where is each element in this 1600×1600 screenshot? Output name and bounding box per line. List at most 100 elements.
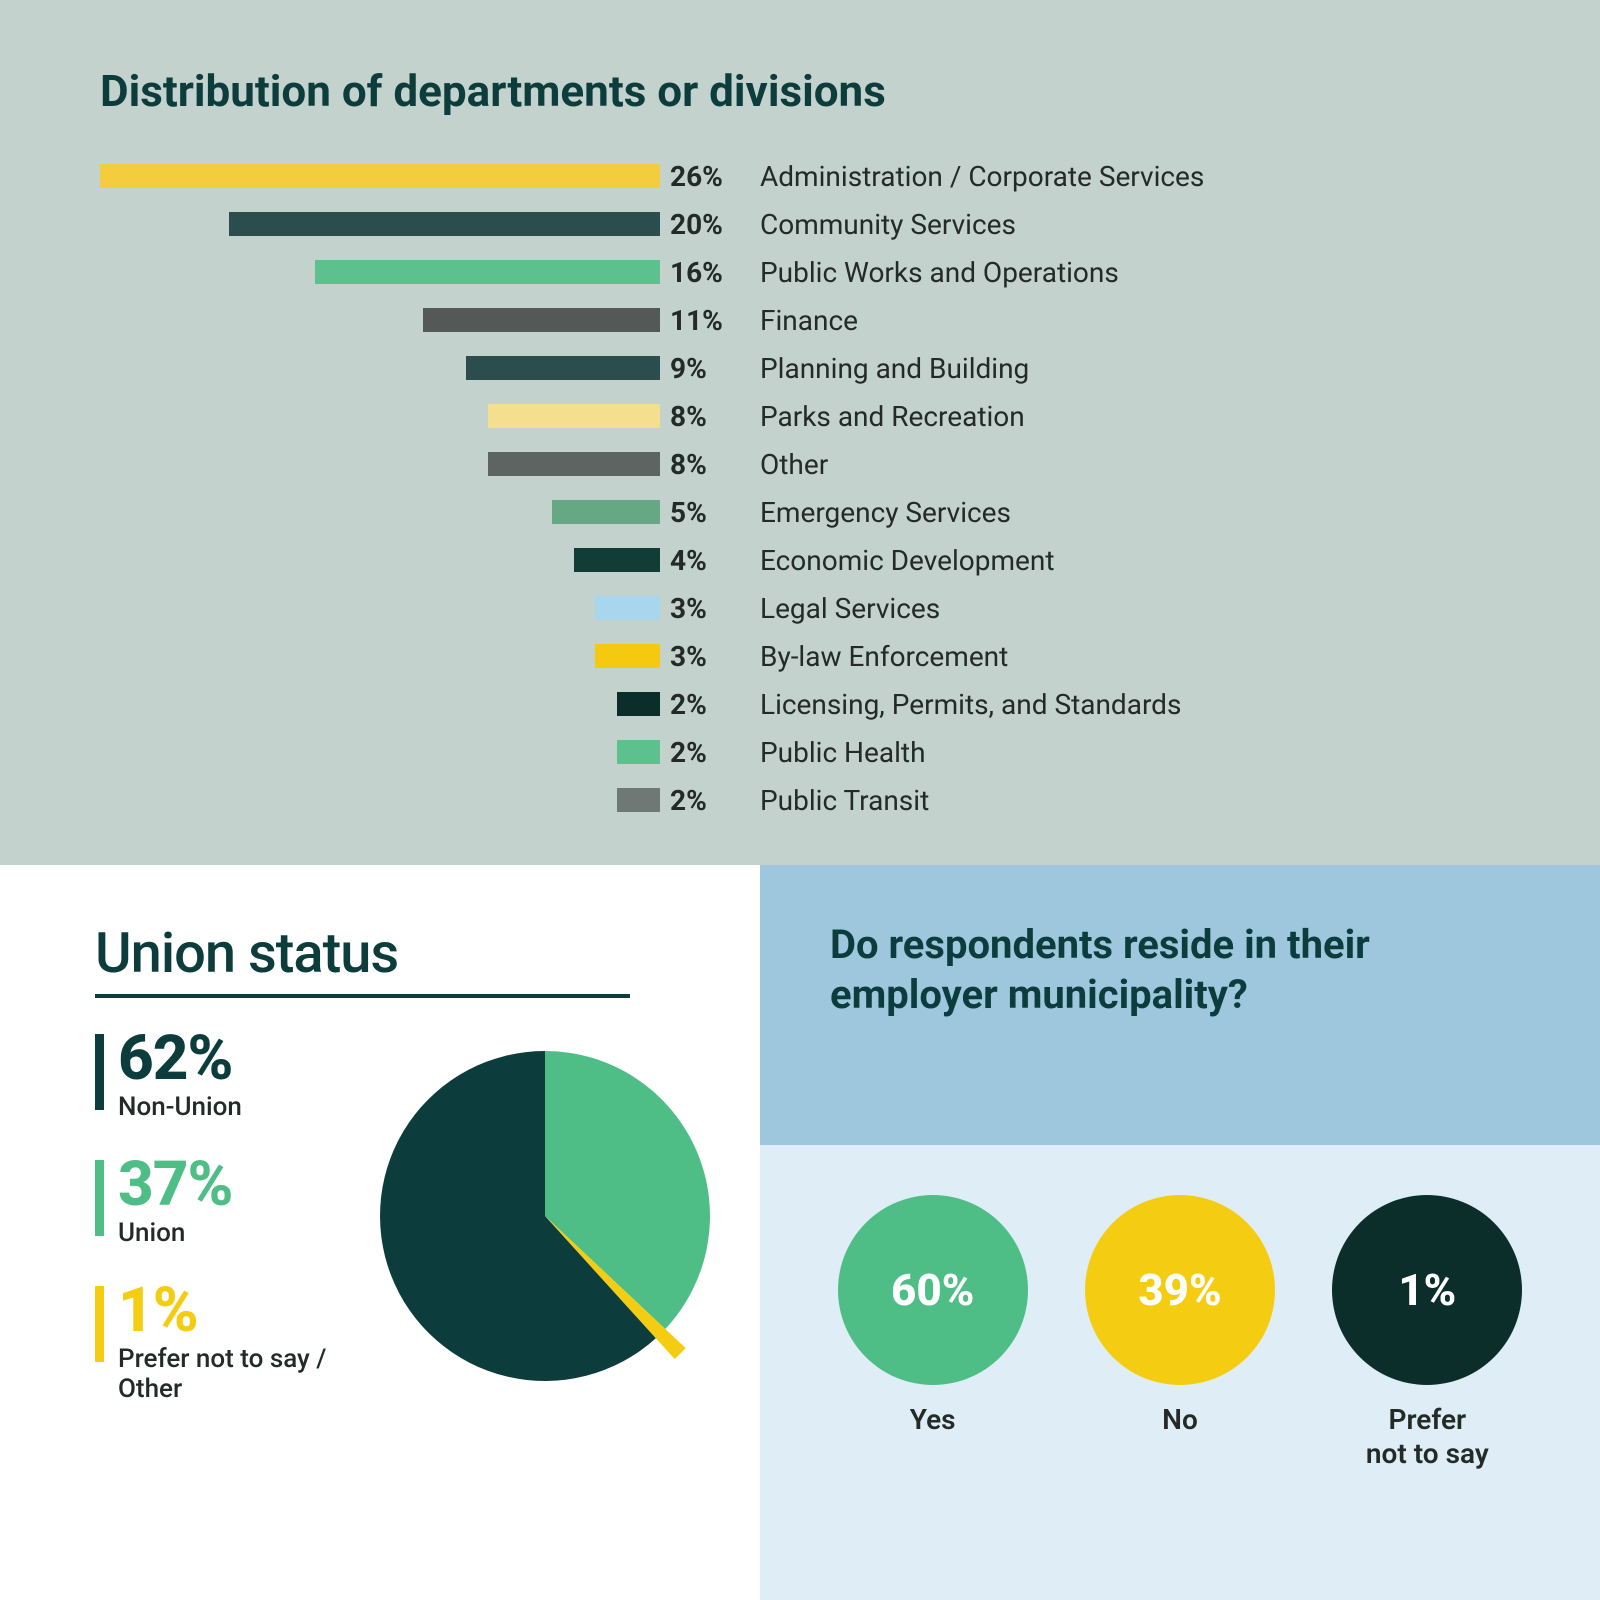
- department-pct: 20%: [660, 208, 760, 241]
- union-legend: 62%Non-Union 37%Union 1%Prefer not to say …: [95, 1028, 350, 1404]
- department-pct: 8%: [660, 400, 760, 433]
- reside-label: Prefernot to say: [1366, 1403, 1489, 1470]
- departments-title: Distribution of departments or divisions: [100, 65, 1500, 117]
- department-label: Emergency Services: [760, 496, 1500, 529]
- union-legend-swatch: [95, 1286, 104, 1362]
- department-row: 9%Planning and Building: [100, 344, 1500, 392]
- department-label: By-law Enforcement: [760, 640, 1500, 673]
- department-bar: [617, 788, 660, 812]
- department-bar-wrap: [100, 212, 660, 236]
- department-row: 3%By-law Enforcement: [100, 632, 1500, 680]
- department-label: Other: [760, 448, 1500, 481]
- department-label: Licensing, Permits, and Standards: [760, 688, 1500, 721]
- union-legend-swatch: [95, 1160, 104, 1236]
- union-pie: [380, 1051, 710, 1381]
- department-bar-wrap: [100, 596, 660, 620]
- department-row: 2%Public Health: [100, 728, 1500, 776]
- infographic-canvas: Distribution of departments or divisions…: [0, 0, 1600, 1600]
- department-bar-wrap: [100, 692, 660, 716]
- department-pct: 11%: [660, 304, 760, 337]
- department-row: 5%Emergency Services: [100, 488, 1500, 536]
- union-legend-item: 37%Union: [95, 1154, 350, 1248]
- department-bar: [466, 356, 660, 380]
- reside-circle: 1%: [1332, 1195, 1522, 1385]
- reside-question: Do respondents reside in their employer …: [760, 865, 1600, 1145]
- union-legend-text: 1%Prefer not to say / Other: [118, 1280, 350, 1404]
- department-row: 16%Public Works and Operations: [100, 248, 1500, 296]
- union-rule: [95, 994, 630, 998]
- department-row: 11%Finance: [100, 296, 1500, 344]
- union-legend-text: 37%Union: [118, 1154, 232, 1248]
- department-pct: 4%: [660, 544, 760, 577]
- department-pct: 3%: [660, 592, 760, 625]
- reside-pct: 1%: [1398, 1264, 1456, 1316]
- union-legend-label: Non-Union: [118, 1092, 242, 1122]
- department-bar: [100, 164, 660, 188]
- department-bar-wrap: [100, 308, 660, 332]
- department-pct: 2%: [660, 688, 760, 721]
- department-bar-wrap: [100, 548, 660, 572]
- department-row: 8%Parks and Recreation: [100, 392, 1500, 440]
- department-bar: [617, 692, 660, 716]
- union-legend-swatch: [95, 1034, 104, 1110]
- department-bar-wrap: [100, 788, 660, 812]
- reside-item: 1% Prefernot to say: [1325, 1195, 1530, 1470]
- reside-item: 39% No: [1077, 1195, 1282, 1437]
- union-legend-item: 62%Non-Union: [95, 1028, 350, 1122]
- union-legend-label: Prefer not to say / Other: [118, 1344, 350, 1404]
- reside-circle: 39%: [1085, 1195, 1275, 1385]
- reside-body: 60% Yes 39% No 1% Prefernot to say: [760, 1145, 1600, 1600]
- department-bar-wrap: [100, 500, 660, 524]
- department-bar-wrap: [100, 452, 660, 476]
- department-pct: 8%: [660, 448, 760, 481]
- department-bar: [574, 548, 660, 572]
- union-title: Union status: [95, 920, 710, 986]
- department-bar: [595, 644, 660, 668]
- reside-label: No: [1162, 1403, 1198, 1437]
- department-label: Parks and Recreation: [760, 400, 1500, 433]
- department-row: 3%Legal Services: [100, 584, 1500, 632]
- department-row: 4%Economic Development: [100, 536, 1500, 584]
- department-bar-wrap: [100, 404, 660, 428]
- department-pct: 9%: [660, 352, 760, 385]
- department-row: 2%Licensing, Permits, and Standards: [100, 680, 1500, 728]
- union-pie-svg: [380, 1051, 710, 1381]
- reside-item: 60% Yes: [830, 1195, 1035, 1437]
- department-bar: [315, 260, 660, 284]
- department-bar: [488, 404, 660, 428]
- union-legend-text: 62%Non-Union: [118, 1028, 242, 1122]
- department-bar-wrap: [100, 644, 660, 668]
- department-label: Public Transit: [760, 784, 1500, 817]
- department-pct: 2%: [660, 736, 760, 769]
- department-pct: 5%: [660, 496, 760, 529]
- union-legend-label: Union: [118, 1218, 232, 1248]
- department-bar: [617, 740, 660, 764]
- department-row: 26%Administration / Corporate Services: [100, 152, 1500, 200]
- department-pct: 2%: [660, 784, 760, 817]
- department-label: Public Health: [760, 736, 1500, 769]
- department-bar: [229, 212, 660, 236]
- departments-rows: 26%Administration / Corporate Services20…: [100, 152, 1500, 824]
- department-label: Finance: [760, 304, 1500, 337]
- union-legend-pct: 37%: [118, 1154, 232, 1216]
- department-label: Economic Development: [760, 544, 1500, 577]
- department-row: 20%Community Services: [100, 200, 1500, 248]
- department-bar: [552, 500, 660, 524]
- reside-label: Yes: [910, 1403, 956, 1437]
- department-label: Legal Services: [760, 592, 1500, 625]
- department-row: 2%Public Transit: [100, 776, 1500, 824]
- reside-circle: 60%: [838, 1195, 1028, 1385]
- department-bar-wrap: [100, 260, 660, 284]
- department-bar-wrap: [100, 740, 660, 764]
- department-pct: 3%: [660, 640, 760, 673]
- department-bar: [595, 596, 660, 620]
- department-bar: [423, 308, 660, 332]
- union-body: 62%Non-Union 37%Union 1%Prefer not to say …: [95, 1028, 710, 1404]
- reside-pct: 60%: [891, 1264, 974, 1316]
- union-legend-pct: 62%: [118, 1028, 242, 1090]
- departments-panel: Distribution of departments or divisions…: [0, 0, 1600, 865]
- department-label: Administration / Corporate Services: [760, 160, 1500, 193]
- union-legend-item: 1%Prefer not to say / Other: [95, 1280, 350, 1404]
- reside-pct: 39%: [1138, 1264, 1221, 1316]
- department-bar-wrap: [100, 164, 660, 188]
